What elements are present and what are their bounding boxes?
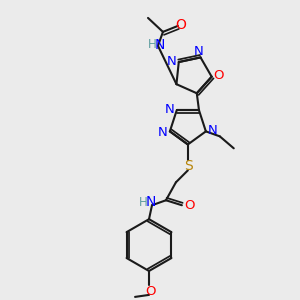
Text: N: N <box>158 126 168 139</box>
Text: O: O <box>213 69 224 82</box>
Text: O: O <box>146 285 156 298</box>
Text: N: N <box>146 195 156 209</box>
Text: S: S <box>184 159 193 173</box>
Text: N: N <box>165 103 175 116</box>
Text: O: O <box>184 199 195 212</box>
Text: H: H <box>148 38 156 51</box>
Text: N: N <box>208 124 218 137</box>
Text: H: H <box>139 196 147 209</box>
Text: O: O <box>176 18 186 32</box>
Text: N: N <box>194 45 203 58</box>
Text: N: N <box>155 38 165 52</box>
Text: N: N <box>167 55 177 68</box>
